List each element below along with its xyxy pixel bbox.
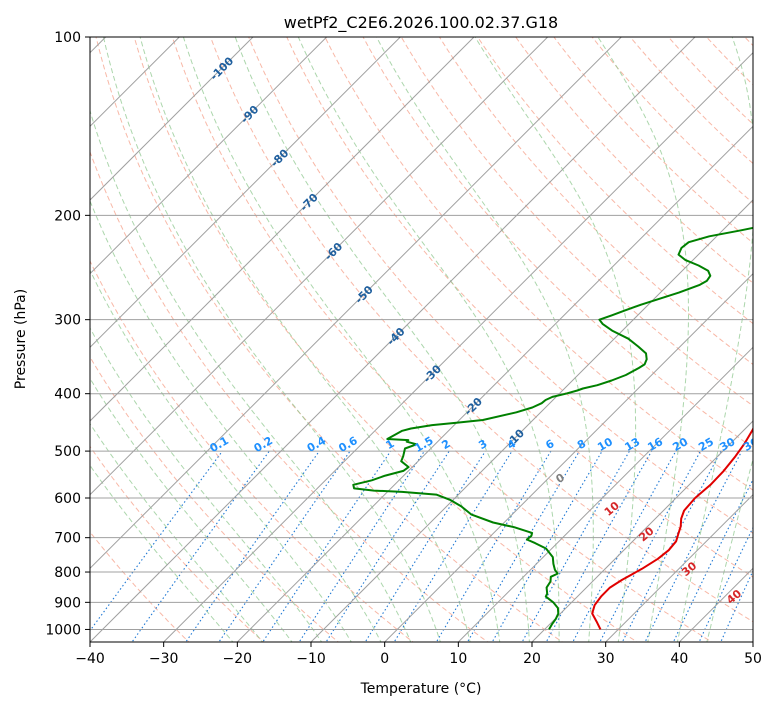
mixing-ratio-line [262,450,392,642]
isotherm [90,37,402,349]
isotherm [90,37,328,275]
y-tick-label: 800 [54,565,81,581]
dewpoint-line [352,226,753,630]
isotherm [457,346,753,642]
dry-adiabat [362,37,753,449]
mixing-ratio-line [185,450,320,642]
chart-title: wetPf2_C2E6.2026.100.02.37.G18 [284,13,558,33]
isotherm [236,125,753,642]
mixing-ratio-line [90,450,223,632]
x-tick-label: 30 [597,651,615,667]
moist-adiabat [90,109,412,642]
plot-frame [89,36,754,643]
dry-adiabat [171,37,713,642]
isotherm [604,493,753,642]
isotherm [90,37,254,201]
isotherm [90,37,696,642]
x-tick-label: 50 [744,651,762,667]
x-tick-label: −30 [149,651,179,667]
y-tick-label: 300 [54,313,81,329]
x-tick-label: 10 [449,651,467,667]
y-tick-label: 900 [54,595,81,611]
x-tick-label: 20 [523,651,541,667]
mixing-ratio-line [621,450,722,642]
y-tick-label: 400 [54,387,81,403]
y-tick-label: 700 [54,531,81,547]
isotherm [90,37,475,422]
dry-adiabat [248,37,753,578]
mixing-ratio-line [599,450,701,642]
isotherm [90,37,549,496]
moist-adiabat [90,377,293,642]
moist-adiabat [90,422,264,642]
dry-adiabat [324,37,753,491]
mixing-ratio-line [131,450,270,642]
isotherm [90,37,623,570]
y-tick-label: 1000 [45,622,81,638]
mixing-ratio-line [298,450,425,642]
dry-adiabat [438,37,753,366]
mixing-ratio-line [393,450,513,642]
dry-adiabat [90,150,489,642]
x-tick-label: −20 [223,651,253,667]
temperature-line [591,426,753,630]
mixing-ratio-line [572,450,677,642]
moist-adiabat [90,464,234,642]
mixing-ratio-label: 36 [741,435,761,454]
isotherm [531,420,753,642]
x-tick-label: −40 [75,651,105,667]
mixing-ratio-line [325,450,450,642]
y-tick-label: 600 [54,491,81,507]
x-tick-label: 40 [670,651,688,667]
isotherm [162,51,753,642]
y-tick-label: 500 [54,444,81,460]
x-axis-label: Temperature (°C) [360,681,482,697]
y-tick-label: 200 [54,208,81,224]
y-axis-label: Pressure (hPa) [13,289,29,389]
mixing-ratio-line [218,450,351,642]
x-tick-label: 0 [380,651,389,667]
x-tick-label: −10 [296,651,326,667]
y-tick-label: 100 [54,30,81,46]
mixing-ratio-line [466,450,580,642]
dry-adiabat [286,37,753,534]
isotherm [383,272,753,642]
